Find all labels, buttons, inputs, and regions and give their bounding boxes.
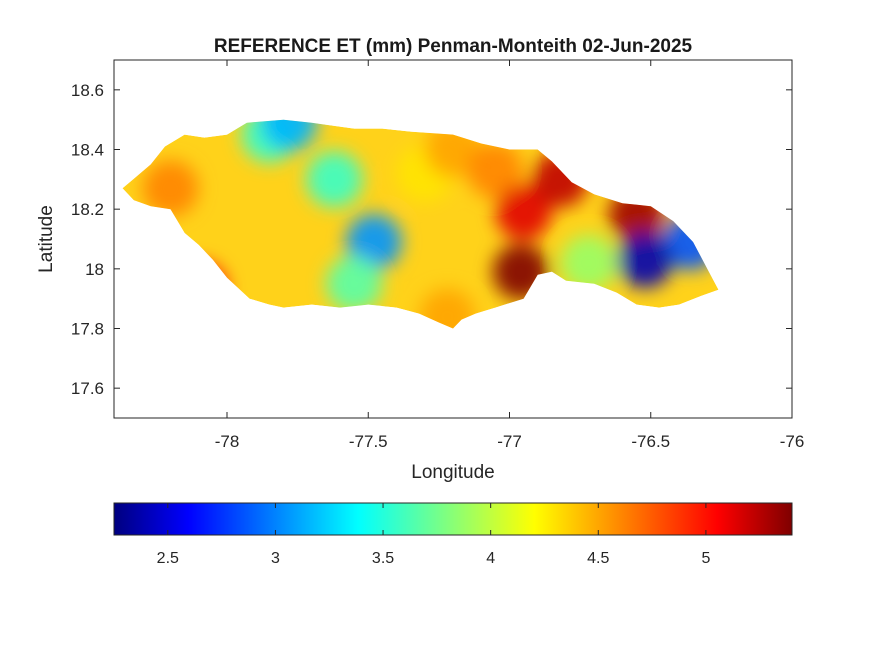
colorbar-ticks: 2.5 3 3.5 4 4.5 5 — [157, 503, 710, 567]
et-hotspots — [142, 119, 719, 329]
et-hotspot — [560, 234, 617, 291]
et-hotspot — [467, 142, 524, 199]
colorbar-tick-label: 5 — [701, 550, 710, 567]
x-tick-label: -76.5 — [631, 432, 670, 451]
x-tick-label: -77 — [497, 432, 522, 451]
x-tick-label: -78 — [215, 432, 240, 451]
colorbar-tick-label: 2.5 — [157, 550, 179, 567]
colorbar-tick-label: 3 — [271, 550, 280, 567]
y-tick-label: 17.6 — [71, 379, 104, 398]
y-tick-label: 18 — [85, 260, 104, 279]
et-hotspot — [617, 231, 674, 288]
et-hotspot — [306, 151, 363, 208]
colorbar-tick-label: 4 — [486, 550, 495, 567]
et-hotspot — [142, 160, 199, 217]
colorbar-tick-label: 3.5 — [372, 550, 394, 567]
y-tick-label: 18.2 — [71, 200, 104, 219]
colorbar: 2.5 3 3.5 4 4.5 5 — [113, 502, 793, 567]
et-hotspot — [419, 288, 476, 329]
x-tick-label: -76 — [780, 432, 805, 451]
chart-title: REFERENCE ET (mm) Penman-Monteith 02-Jun… — [214, 36, 693, 57]
y-tick-label: 18.6 — [71, 81, 104, 100]
y-axis: 17.6 17.8 18 18.2 18.4 18.6 — [71, 81, 792, 398]
et-map — [122, 119, 719, 329]
colorbar-gradient — [113, 502, 793, 536]
et-hotspot — [261, 119, 318, 151]
x-axis: -78 -77.5 -77 -76.5 -76 — [215, 60, 805, 451]
colorbar-tick-label: 4.5 — [587, 550, 609, 567]
x-tick-label: -77.5 — [349, 432, 388, 451]
y-tick-label: 18.4 — [71, 141, 104, 160]
et-hotspot — [345, 214, 402, 270]
et-hotspot — [326, 255, 383, 312]
x-axis-label: Longitude — [411, 462, 494, 483]
et-hotspot — [495, 184, 552, 241]
y-tick-label: 17.8 — [71, 320, 104, 339]
y-axis-label: Latitude — [36, 205, 57, 273]
